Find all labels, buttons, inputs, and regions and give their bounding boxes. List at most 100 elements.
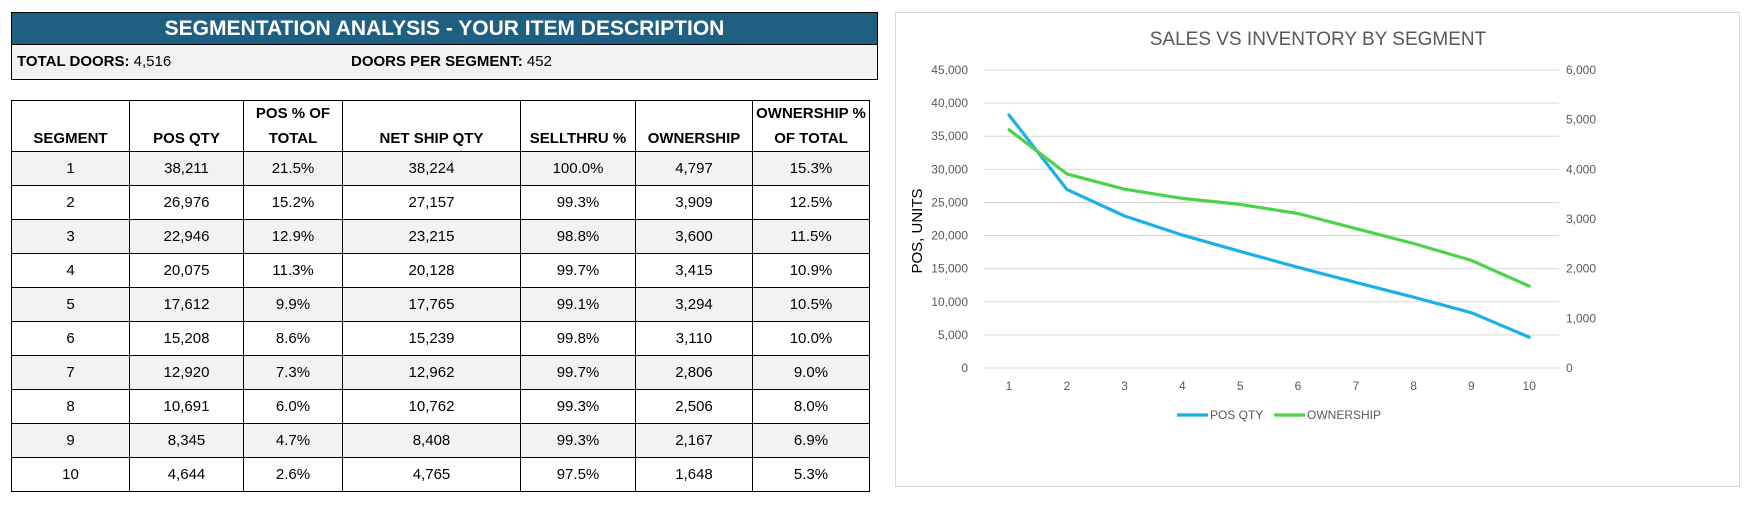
table-row: 10 4,644 2.6% 4,765 97.5% 1,648 5.3% [11, 457, 870, 492]
table-cell: 8.0% [752, 389, 870, 424]
table-cell: 12.9% [243, 219, 343, 254]
chart-series [1007, 113, 1531, 339]
x-tick-label: 8 [1410, 379, 1417, 393]
doors-per-segment-label: DOORS PER SEGMENT: [351, 53, 523, 70]
total-doors-label: TOTAL DOORS: [17, 53, 130, 70]
table-cell: 4 [11, 253, 130, 288]
table-cell: 7 [11, 355, 130, 390]
table-cell: 2,506 [635, 389, 753, 424]
doors-per-segment-value: 452 [526, 53, 552, 70]
left-y-tick-label: 40,000 [931, 96, 968, 110]
legend-label: OWNERSHIP [1307, 408, 1381, 422]
table-cell: 8 [11, 389, 130, 424]
table-cell: 15.2% [243, 185, 343, 220]
table-cell: 1,648 [635, 457, 753, 492]
column-header-text: OWNERSHIP [647, 130, 741, 147]
report-title: SEGMENTATION ANALYSIS - YOUR ITEM DESCRI… [11, 12, 878, 45]
table-cell: 8.6% [243, 321, 343, 356]
table-cell: 23,215 [342, 219, 521, 254]
table-cell: 1 [11, 151, 130, 186]
right-y-tick-label: 4,000 [1566, 162, 1596, 176]
x-tick-label: 4 [1179, 379, 1186, 393]
table-row: 6 15,208 8.6% 15,239 99.8% 3,110 10.0% [11, 321, 870, 356]
table-cell: 10.9% [752, 253, 870, 288]
table-cell: 12.5% [752, 185, 870, 220]
table-cell: 6.0% [243, 389, 343, 424]
table-cell: 99.3% [520, 389, 636, 424]
table-cell: 100.0% [520, 151, 636, 186]
column-header-text: POS QTY [153, 130, 220, 147]
table-cell: 26,976 [129, 185, 244, 220]
column-header-text: OWNERSHIP % [756, 105, 866, 122]
column-header-text: NET SHIP QTY [379, 130, 484, 147]
table-cell: 10.0% [752, 321, 870, 356]
chart-gridlines [984, 69, 1559, 369]
left-y-tick-label: 30,000 [931, 162, 968, 176]
series-line-ownership [1007, 128, 1531, 288]
table-cell: 12,962 [342, 355, 521, 390]
table-cell: 9 [11, 423, 130, 458]
table-cell: 3,294 [635, 287, 753, 322]
x-tick-label: 6 [1295, 379, 1302, 393]
table-cell: 4,644 [129, 457, 244, 492]
right-y-tick-label: 0 [1566, 361, 1573, 375]
column-header: SELLTHRU % [520, 100, 636, 152]
table-cell: 97.5% [520, 457, 636, 492]
table-cell: 3,110 [635, 321, 753, 356]
table-cell: 15.3% [752, 151, 870, 186]
left-y-axis-title: POS, UNITS [909, 188, 926, 273]
table-cell: 21.5% [243, 151, 343, 186]
column-header-text: SELLTHRU % [529, 130, 627, 147]
column-header: OWNERSHIP [635, 100, 753, 152]
table-cell: 7.3% [243, 355, 343, 390]
table-cell: 8,345 [129, 423, 244, 458]
column-header-text: OF TOTAL [774, 130, 848, 147]
left-y-tick-label: 10,000 [931, 295, 968, 309]
right-y-tick-label: 1,000 [1566, 311, 1596, 325]
table-cell: 99.3% [520, 185, 636, 220]
right-y-tick-label: 5,000 [1566, 113, 1596, 127]
total-doors-value: 4,516 [133, 53, 172, 70]
column-header: OWNERSHIP % OF TOTAL [752, 100, 870, 152]
left-y-axis-ticks: 0 5,000 10,000 15,000 20,000 25,000 30,000 35,0… [931, 63, 968, 375]
table-row: 3 22,946 12.9% 23,215 98.8% 3,600 11.5% [11, 219, 870, 254]
table-body: 1 38,211 21.5% 38,224 100.0% 4,797 15.3% 2 26,97… [11, 151, 870, 492]
column-header: NET SHIP QTY [342, 100, 521, 152]
table-cell: 98.8% [520, 219, 636, 254]
table-cell: 9.9% [243, 287, 343, 322]
left-y-tick-label: 35,000 [931, 129, 968, 143]
left-y-tick-label: 45,000 [931, 63, 968, 77]
legend-label: POS QTY [1210, 408, 1263, 422]
x-tick-label: 1 [1006, 379, 1013, 393]
table-cell: 10,691 [129, 389, 244, 424]
x-tick-label: 5 [1237, 379, 1244, 393]
table-row: 8 10,691 6.0% 10,762 99.3% 2,506 8.0% [11, 389, 870, 424]
table-cell: 2,806 [635, 355, 753, 390]
segmentation-table: SEGMENT POS QTY POS % OF TOTAL NET SHIP QTY S… [11, 100, 870, 492]
table-row: 1 38,211 21.5% 38,224 100.0% 4,797 15.3% [11, 151, 870, 186]
table-cell: 38,211 [129, 151, 244, 186]
table-cell: 2 [11, 185, 130, 220]
table-cell: 99.1% [520, 287, 636, 322]
table-row: 5 17,612 9.9% 17,765 99.1% 3,294 10.5% [11, 287, 870, 322]
right-y-tick-label: 3,000 [1566, 212, 1596, 226]
table-cell: 5.3% [752, 457, 870, 492]
table-cell: 2,167 [635, 423, 753, 458]
table-cell: 11.5% [752, 219, 870, 254]
column-header-text: TOTAL [268, 130, 318, 147]
table-cell: 15,208 [129, 321, 244, 356]
left-y-tick-label: 0 [961, 361, 968, 375]
table-cell: 99.8% [520, 321, 636, 356]
chart-canvas: SALES VS INVENTORY BY SEGMENT 0 5,000 10,0… [909, 29, 1596, 422]
left-y-tick-label: 25,000 [931, 195, 968, 209]
doors-summary-strip: TOTAL DOORS: 4,516 DOORS PER SEGMENT: 45… [11, 45, 878, 80]
right-y-tick-label: 2,000 [1566, 262, 1596, 276]
x-tick-label: 7 [1352, 379, 1359, 393]
table-cell: 20,075 [129, 253, 244, 288]
table-cell: 3,909 [635, 185, 753, 220]
chart-legend: POS QTY OWNERSHIP [1177, 408, 1381, 422]
table-cell: 11.3% [243, 253, 343, 288]
left-y-tick-label: 15,000 [931, 262, 968, 276]
table-row: 7 12,920 7.3% 12,962 99.7% 2,806 9.0% [11, 355, 870, 390]
table-cell: 15,239 [342, 321, 521, 356]
